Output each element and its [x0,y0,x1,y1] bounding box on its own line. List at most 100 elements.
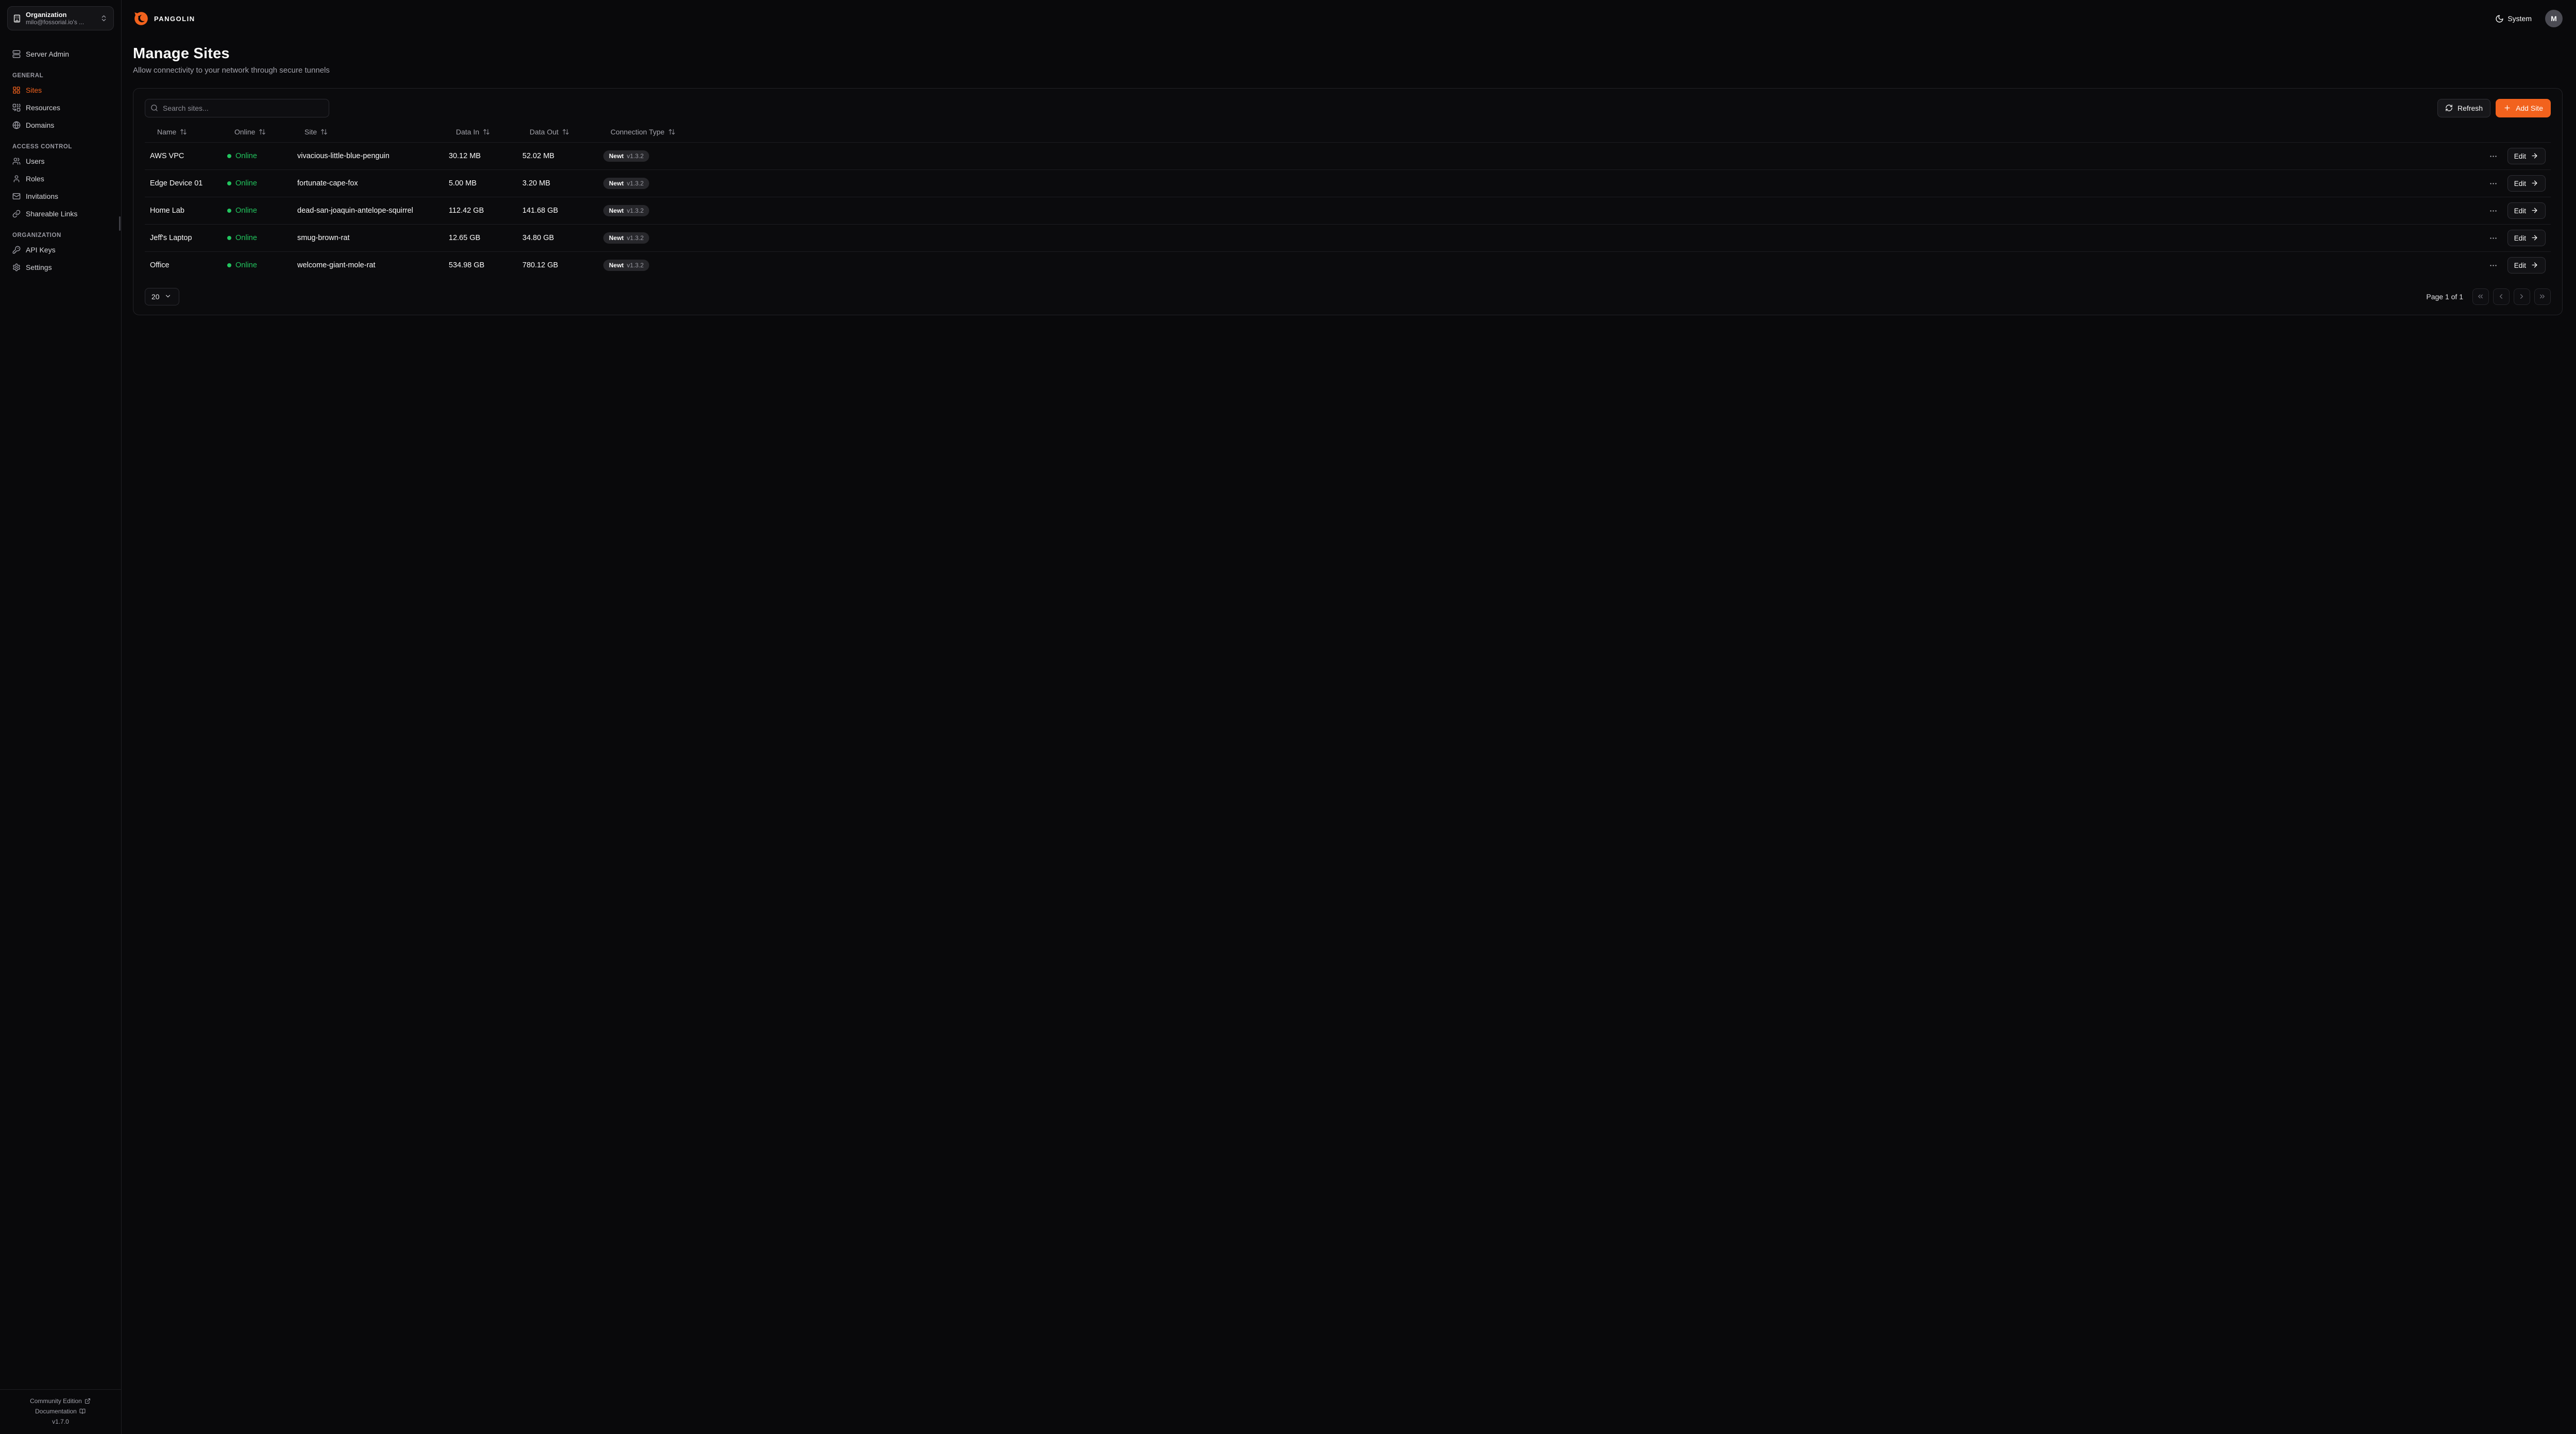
connection-badge: Newt v1.3.2 [603,205,650,216]
data-out-value: 780.12 GB [522,261,558,269]
brand: PANGOLIN [133,10,195,27]
data-in-value: 30.12 MB [449,152,481,160]
sidebar-item-invitations[interactable]: Invitations [7,188,114,204]
sidebar-item-users[interactable]: Users [7,153,114,169]
data-out-value: 52.02 MB [522,152,555,160]
sidebar-item-shareable-links[interactable]: Shareable Links [7,206,114,222]
page-title: Manage Sites [133,45,230,62]
sites-card: Refresh Add Site Name [133,88,2563,315]
previous-page-button[interactable] [2493,288,2510,305]
row-menu-button[interactable] [2487,232,2499,244]
arrow-right-icon [2531,152,2539,160]
sort-icon [180,128,187,135]
site-status: Online [227,152,297,160]
connection-badge: Newt v1.3.2 [603,150,650,162]
add-site-button[interactable]: Add Site [2496,99,2551,117]
site-slug: vivacious-little-blue-penguin [297,152,389,160]
status-label: Online [235,179,257,187]
sort-icon [320,128,328,135]
ellipsis-icon [2489,152,2497,160]
site-status: Online [227,207,297,215]
arrow-right-icon [2531,234,2539,242]
section-heading-general: GENERAL [12,73,44,79]
section-heading-organization: ORGANIZATION [12,232,61,238]
row-menu-button[interactable] [2487,150,2499,162]
connection-type-cell: Newt v1.3.2 [603,205,732,216]
sidebar-nav: Server Admin GENERAL Sites Resources [0,33,121,277]
sidebar-item-label: Sites [26,86,42,94]
sidebar-item-sites[interactable]: Sites [7,82,114,98]
external-link-icon [84,1398,91,1405]
status-label: Online [235,152,257,160]
sort-icon [259,128,266,135]
sidebar-item-api-keys[interactable]: API Keys [7,242,114,258]
edit-button[interactable]: Edit [2507,257,2546,274]
page-label: Page 1 of 1 [2426,293,2463,301]
site-slug: smug-brown-rat [297,234,350,242]
data-out-value: 141.68 GB [522,207,558,215]
sidebar-item-server-admin[interactable]: Server Admin [7,46,114,62]
connection-badge: Newt v1.3.2 [603,260,650,271]
data-in-value: 534.98 GB [449,261,485,269]
online-dot [227,263,231,267]
brand-name: PANGOLIN [154,14,195,23]
sidebar-item-label: Domains [26,121,55,129]
search-input[interactable] [145,99,329,117]
sidebar-item-domains[interactable]: Domains [7,117,114,133]
row-menu-button[interactable] [2487,259,2499,271]
page-size-select[interactable]: 20 [145,288,179,305]
toolbar-actions: Refresh Add Site [2437,99,2551,117]
chevrons-right-icon [2538,293,2547,301]
org-picker-title: Organization [26,11,67,19]
column-header-data-in[interactable]: Data In [449,128,522,136]
arrow-right-icon [2531,179,2539,187]
edit-button[interactable]: Edit [2507,148,2546,164]
first-page-button[interactable] [2472,288,2489,305]
sidebar-item-settings[interactable]: Settings [7,259,114,276]
sidebar-item-roles[interactable]: Roles [7,170,114,187]
row-menu-button[interactable] [2487,204,2499,217]
sidebar-scrollbar-thumb[interactable] [119,216,121,231]
site-status: Online [227,179,297,187]
sidebar-item-label: Server Admin [26,50,70,58]
edit-button[interactable]: Edit [2507,230,2546,246]
column-header-connection-type[interactable]: Connection Type [603,128,732,136]
pager-buttons [2472,288,2551,305]
org-picker-subtitle: milo@fossorial.io's ... [26,19,84,26]
site-status: Online [227,234,297,242]
edit-button[interactable]: Edit [2507,175,2546,192]
org-picker[interactable]: Organization milo@fossorial.io's ... [7,6,114,30]
sidebar-item-label: Roles [26,175,44,183]
ellipsis-icon [2489,179,2497,187]
column-header-name[interactable]: Name [150,128,227,136]
edit-button[interactable]: Edit [2507,202,2546,219]
chevron-left-icon [2497,293,2505,301]
row-menu-button[interactable] [2487,177,2499,190]
column-header-online[interactable]: Online [227,128,297,136]
column-header-site[interactable]: Site [297,128,449,136]
sidebar-item-resources[interactable]: Resources [7,99,114,116]
chevron-down-icon [164,293,173,301]
table-row: Office Online welcome-giant-mole-rat 534… [145,251,2551,279]
community-edition-link[interactable]: Community Edition [5,1396,116,1406]
refresh-button[interactable]: Refresh [2437,99,2491,117]
sort-icon [668,128,675,135]
table-row: Jeff's Laptop Online smug-brown-rat 12.6… [145,224,2551,251]
next-page-button[interactable] [2514,288,2530,305]
sidebar-footer: Community Edition Documentation v1.7.0 [0,1389,121,1434]
column-header-data-out[interactable]: Data Out [522,128,603,136]
theme-label: System [2507,14,2532,23]
plus-icon [2503,104,2512,112]
status-label: Online [235,207,257,215]
site-name: Edge Device 01 [150,179,203,187]
app-version: v1.7.0 [52,1418,69,1425]
book-icon [79,1408,86,1415]
avatar[interactable]: M [2545,10,2563,27]
key-icon [12,246,21,254]
connection-type-cell: Newt v1.3.2 [603,150,732,162]
last-page-button[interactable] [2534,288,2551,305]
sort-icon [562,128,569,135]
connection-type-cell: Newt v1.3.2 [603,232,732,244]
theme-toggle-button[interactable]: System [2492,14,2535,23]
documentation-link[interactable]: Documentation [5,1406,116,1416]
